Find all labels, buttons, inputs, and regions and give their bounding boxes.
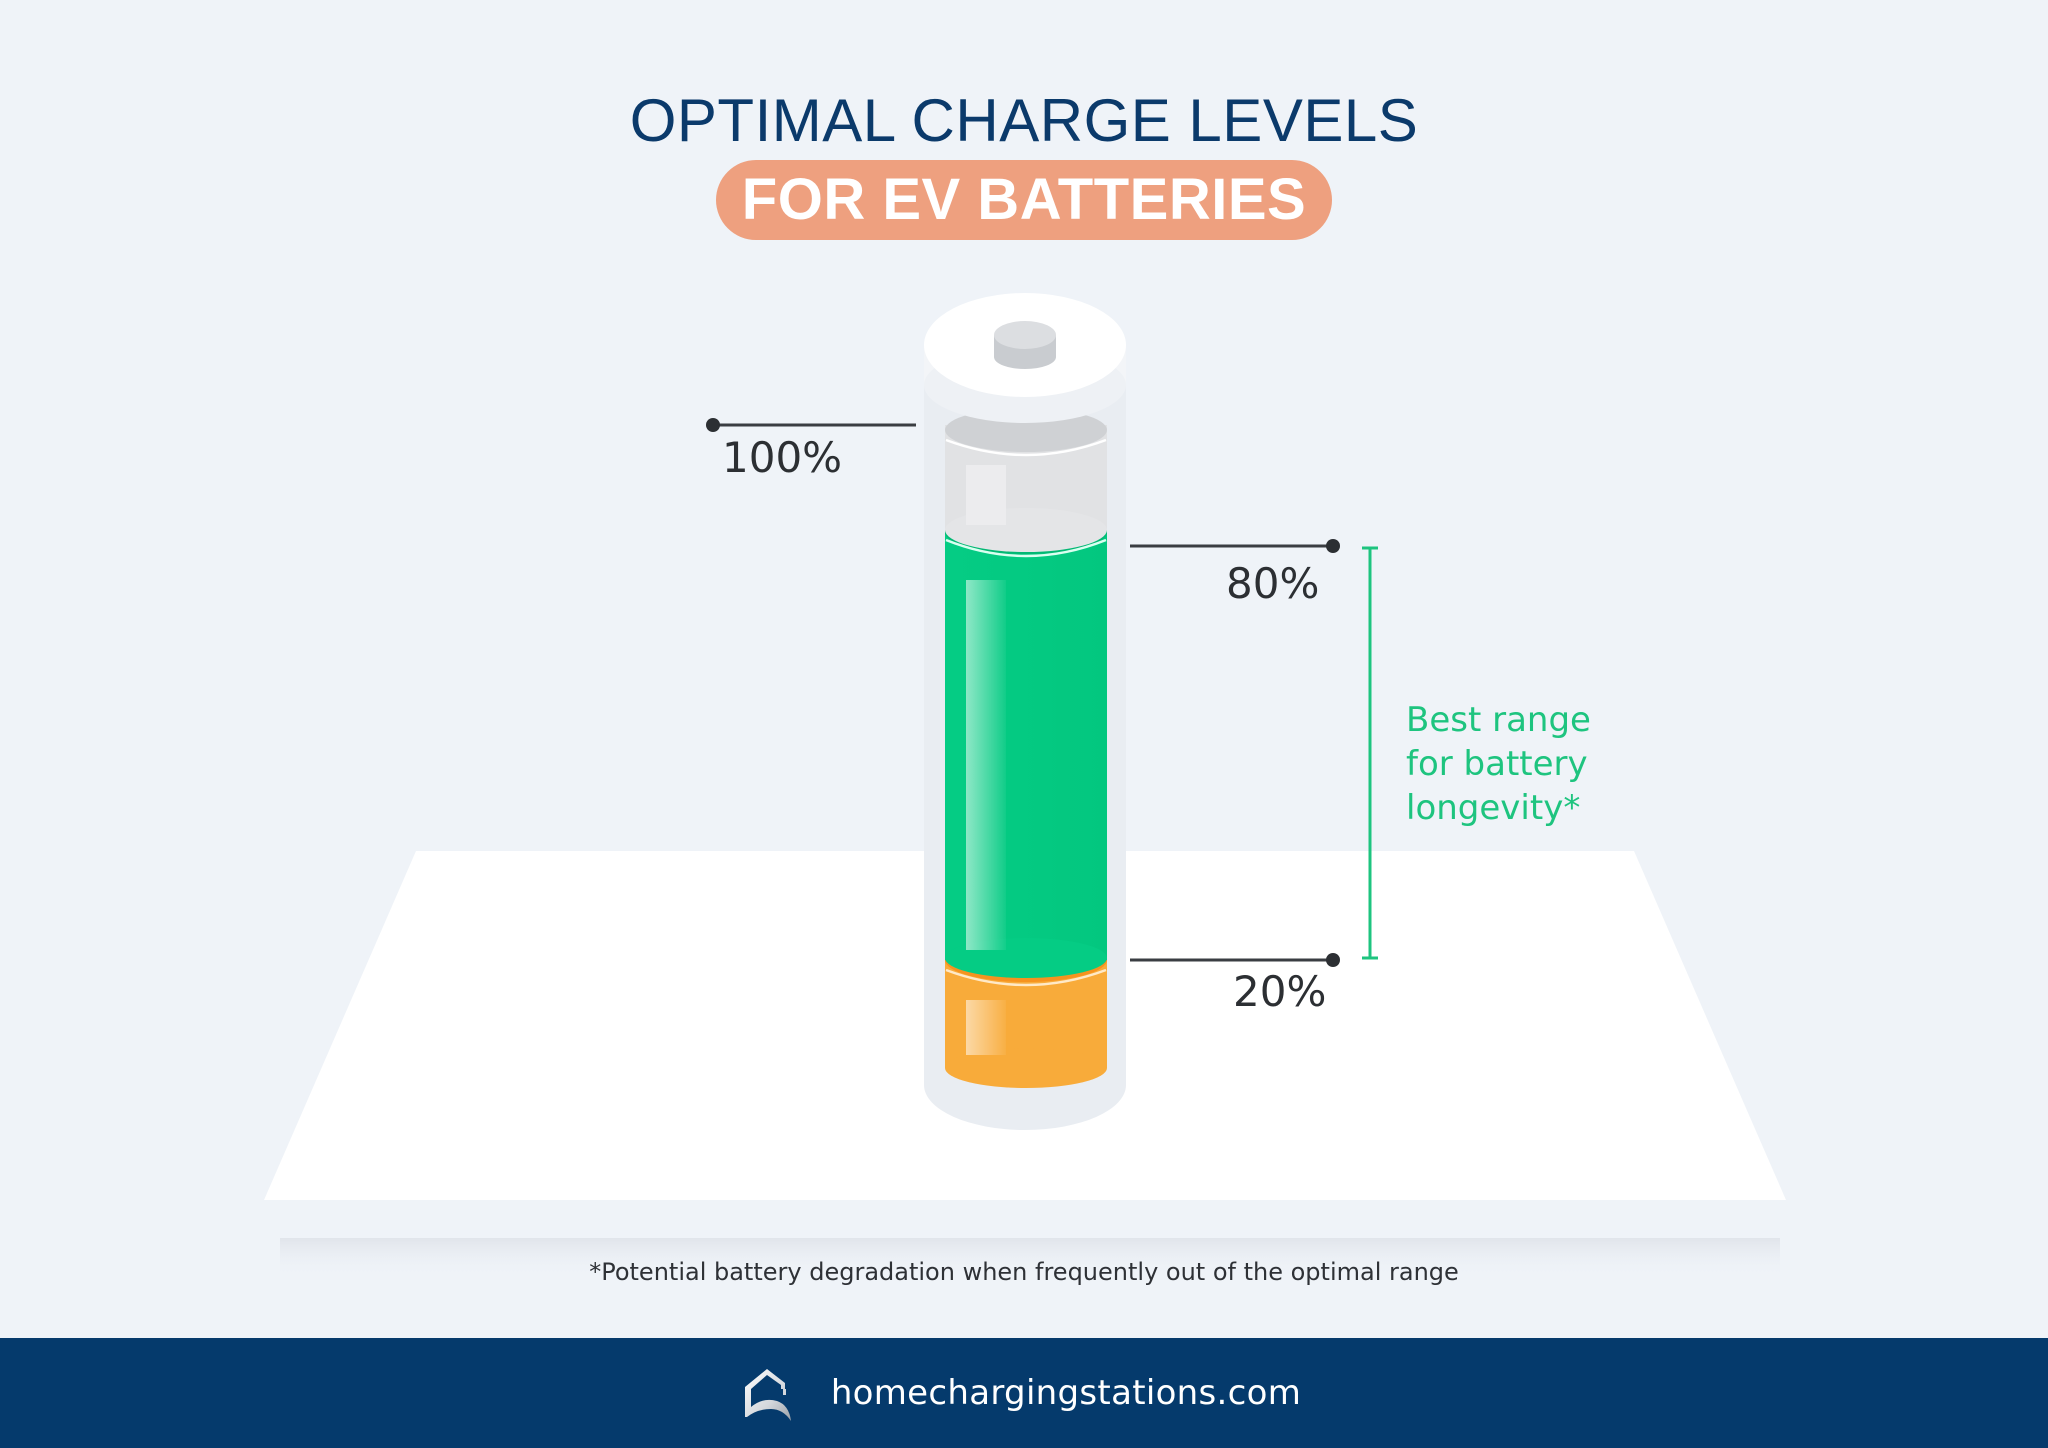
battery-cap	[924, 293, 1126, 423]
footer-bar: homechargingstations.com	[0, 1338, 2048, 1448]
subtitle-pill: FOR EV BATTERIES	[716, 160, 1332, 240]
battery-illustration	[706, 293, 1378, 1088]
range-line-2: for battery	[1406, 744, 1588, 784]
marker-100-line	[706, 418, 916, 432]
label-20-percent: 20%	[1233, 967, 1327, 1016]
segment-optimal	[945, 510, 1107, 978]
segment-empty	[945, 408, 1107, 552]
marker-80-line	[1130, 539, 1340, 553]
page-title: OPTIMAL CHARGE LEVELS	[629, 87, 1419, 154]
footnote: *Potential battery degradation when freq…	[589, 1258, 1459, 1286]
label-80-percent: 80%	[1226, 559, 1320, 608]
range-bracket	[1362, 546, 1378, 960]
page-subtitle: FOR EV BATTERIES	[741, 167, 1307, 232]
best-range-annotation: Best range for battery longevity*	[1406, 698, 1666, 830]
footer-site-name[interactable]: homechargingstations.com	[830, 1373, 1302, 1413]
marker-20-line	[1130, 953, 1340, 967]
range-line-1: Best range	[1406, 700, 1591, 740]
range-line-3: longevity*	[1406, 788, 1581, 828]
label-100-percent: 100%	[722, 433, 843, 482]
house-plug-logo-icon	[744, 1369, 791, 1421]
